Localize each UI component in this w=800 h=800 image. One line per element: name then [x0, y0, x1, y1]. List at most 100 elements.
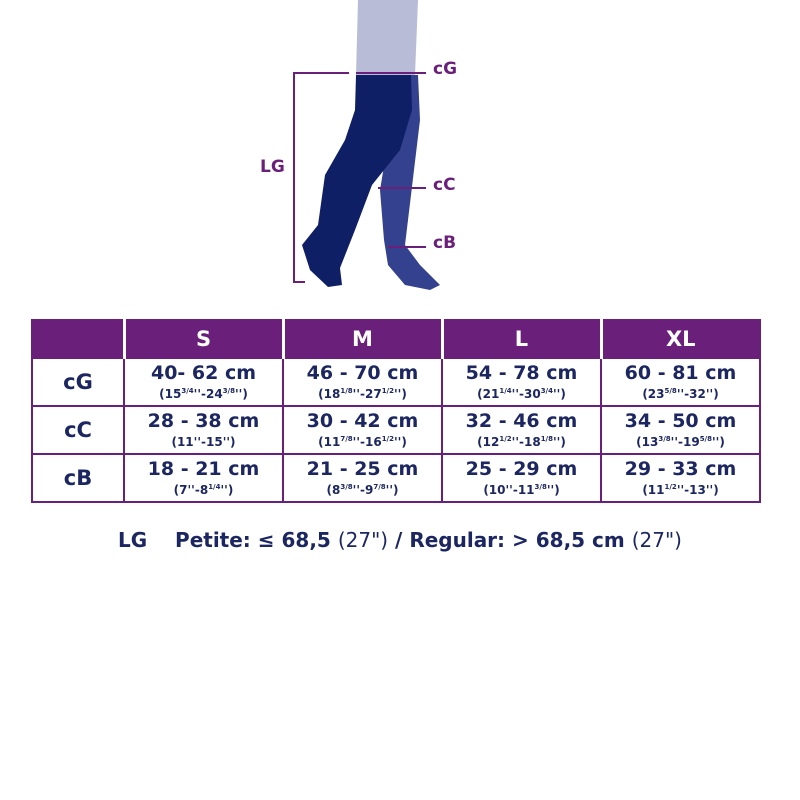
- cm-range: 54 - 78 cm: [465, 361, 578, 384]
- inch-min: 21: [482, 386, 500, 401]
- cm-range: 18 - 21 cm: [147, 457, 260, 480]
- cm-range: 28 - 38 cm: [147, 409, 260, 432]
- cm-range: 25 - 29 cm: [465, 457, 578, 480]
- length-bracket: [293, 72, 349, 283]
- inch-max: 13: [689, 482, 706, 497]
- inch-min: 11: [323, 434, 341, 449]
- inch-max-fraction: 1/8: [540, 434, 553, 443]
- cm-range: 40- 62 cm: [150, 361, 257, 384]
- inch-min: 7: [179, 482, 188, 497]
- cm-range: 30 - 42 cm: [306, 409, 419, 432]
- label-cC: cC: [433, 175, 456, 195]
- inch-max: 9: [364, 482, 374, 497]
- cm-range: 21 - 25 cm: [306, 457, 419, 480]
- cm-range: 34 - 50 cm: [624, 409, 737, 432]
- inch-min-fraction: 1/2: [499, 434, 512, 443]
- petite-label: Petite: ≤ 68,5: [175, 528, 331, 552]
- inch-min-fraction: 7/8: [340, 434, 353, 443]
- inch-min: 23: [647, 386, 665, 401]
- inch-max: 32: [689, 386, 706, 401]
- inch-min: 18: [323, 386, 341, 401]
- inch-min: 8: [331, 482, 341, 497]
- size-cell: 21 - 25 cm (83/8''-97/8''): [282, 453, 443, 503]
- inch-max-fraction: 3/4: [540, 386, 553, 395]
- size-cell: 40- 62 cm (153/4''-243/8''): [123, 357, 284, 407]
- inch-max-fraction: 1/4: [208, 482, 221, 491]
- inch-range: (211/4''-303/4''): [477, 386, 566, 401]
- inch-max: 11: [517, 482, 535, 497]
- inch-range: (11''-15''): [171, 434, 236, 449]
- inch-max-fraction: 1/2: [381, 386, 394, 395]
- front-leg: [302, 75, 412, 287]
- label-cB: cB: [433, 233, 457, 253]
- measure-label: cB: [31, 453, 125, 503]
- size-cell: 60 - 81 cm (235/8''-32''): [600, 357, 761, 407]
- size-cell: 32 - 46 cm (121/2''-181/8''): [441, 405, 602, 455]
- length-note: LG Petite: ≤ 68,5 (27") / Regular: > 68,…: [0, 528, 800, 552]
- cm-range: 46 - 70 cm: [306, 361, 419, 384]
- inch-max-fraction: 7/8: [373, 482, 386, 491]
- inch-min: 10: [488, 482, 506, 497]
- petite-inches: (27"): [337, 528, 389, 552]
- label-cG: cG: [433, 59, 458, 79]
- inch-range: (153/4''-243/8''): [159, 386, 248, 401]
- size-cell: 28 - 38 cm (11''-15''): [123, 405, 284, 455]
- size-cell: 34 - 50 cm (133/8''-195/8''): [600, 405, 761, 455]
- size-header: L: [440, 319, 602, 359]
- size-header: XL: [599, 319, 761, 359]
- inch-range: (7''-81/4''): [173, 482, 234, 497]
- inch-range: (121/2''-181/8''): [477, 434, 566, 449]
- inch-min-fraction: 5/8: [664, 386, 677, 395]
- table-row: cG 40- 62 cm (153/4''-243/8'') 46 - 70 cm (1…: [31, 357, 761, 407]
- cm-range: 60 - 81 cm: [624, 361, 737, 384]
- inch-min: 11: [647, 482, 665, 497]
- size-header-row: S M L XL: [31, 319, 761, 359]
- table-row: cC 28 - 38 cm (11''-15'') 30 - 42 cm (117/8'…: [31, 405, 761, 455]
- inch-max: 27: [364, 386, 382, 401]
- inch-max-fraction: 3/8: [222, 386, 235, 395]
- size-table: S M L XL cG 40- 62 cm (153/4''-243/8'') 46 …: [31, 319, 761, 503]
- inch-min-fraction: 3/8: [658, 434, 671, 443]
- size-cell: 25 - 29 cm (10''-113/8''): [441, 453, 602, 503]
- inch-min: 13: [641, 434, 659, 449]
- size-cell: 29 - 33 cm (111/2''-13''): [600, 453, 761, 503]
- size-header: M: [281, 319, 443, 359]
- size-header: S: [122, 319, 284, 359]
- inch-min-fraction: 1/8: [340, 386, 353, 395]
- inch-min-fraction: 3/4: [181, 386, 194, 395]
- inch-max-fraction: 3/8: [534, 482, 547, 491]
- inch-max-fraction: 5/8: [699, 434, 712, 443]
- size-cell: 18 - 21 cm (7''-81/4''): [123, 453, 284, 503]
- inch-max: 30: [523, 386, 541, 401]
- cm-range: 32 - 46 cm: [465, 409, 578, 432]
- label-LG: LG: [260, 157, 285, 177]
- inch-min-fraction: 1/2: [664, 482, 677, 491]
- inch-range: (10''-113/8''): [483, 482, 560, 497]
- inch-range: (181/8''-271/2''): [318, 386, 407, 401]
- inch-min: 11: [176, 434, 194, 449]
- inch-min-fraction: 3/8: [340, 482, 353, 491]
- regular-inches: (27"): [631, 528, 682, 552]
- inch-max: 15: [205, 434, 223, 449]
- inch-range: (117/8''-161/2''): [318, 434, 407, 449]
- size-cell: 46 - 70 cm (181/8''-271/2''): [282, 357, 443, 407]
- lg-label: LG: [118, 528, 148, 552]
- inch-max-fraction: 1/2: [381, 434, 394, 443]
- inch-max: 24: [205, 386, 223, 401]
- inch-min-fraction: 1/4: [499, 386, 512, 395]
- inch-max: 19: [682, 434, 700, 449]
- inch-min: 15: [164, 386, 182, 401]
- corner-cell: [31, 319, 125, 359]
- cm-range: 29 - 33 cm: [624, 457, 737, 480]
- inch-max: 8: [199, 482, 209, 497]
- leg-illustration: [293, 0, 440, 290]
- inch-range: (133/8''-195/8''): [636, 434, 725, 449]
- inch-range: (111/2''-13''): [642, 482, 719, 497]
- inch-range: (83/8''-97/8''): [326, 482, 399, 497]
- table-row: cB 18 - 21 cm (7''-81/4'') 21 - 25 cm (83/8'…: [31, 453, 761, 503]
- size-cell: 30 - 42 cm (117/8''-161/2''): [282, 405, 443, 455]
- measure-label: cG: [31, 357, 125, 407]
- inch-max: 16: [364, 434, 382, 449]
- size-cell: 54 - 78 cm (211/4''-303/4''): [441, 357, 602, 407]
- measure-label: cC: [31, 405, 125, 455]
